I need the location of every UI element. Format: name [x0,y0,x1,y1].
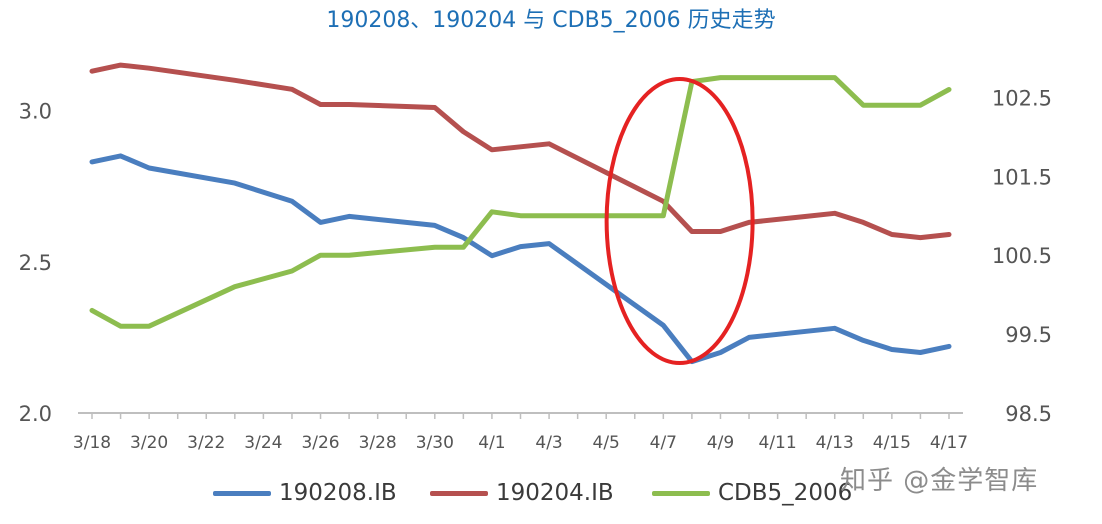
x-tick-label: 4/17 [930,433,968,453]
legend-swatch-190208 [213,490,271,496]
x-tick-label: 4/11 [759,433,797,453]
y-right-tick-label: 99.5 [1005,323,1052,347]
x-tick-label: 4/5 [593,433,620,453]
y-left-tick-label: 2.5 [19,251,52,275]
x-tick-label: 4/7 [650,433,677,453]
legend-item-190204: 190204.IB [430,480,614,506]
x-tick-label: 3/26 [301,433,339,453]
legend-item-cdb5-2006: CDB5_2006 [652,480,852,506]
legend-swatch-cdb5-2006 [652,490,710,496]
x-tick-label: 3/22 [187,433,225,453]
x-tick-label: 4/3 [535,433,562,453]
legend-item-190208: 190208.IB [213,480,397,506]
legend-label-190204: 190204.IB [496,480,614,506]
x-tick-label: 4/9 [707,433,734,453]
watermark: 知乎 @金学智库 [840,466,1039,496]
y-left-tick-label: 2.0 [19,402,52,426]
chart-title: 190208、190204 与 CDB5_2006 历史走势 [326,8,776,33]
series-line-190208 [89,153,952,365]
x-tick-label: 4/1 [478,433,505,453]
y-left-tick-label: 3.0 [19,100,52,124]
x-tick-label: 3/30 [416,433,454,453]
x-tick-label: 3/20 [130,433,168,453]
legend-label-cdb5-2006: CDB5_2006 [718,480,853,506]
series-line-190204 [89,62,952,241]
y-right-tick-label: 102.5 [992,86,1052,110]
legend-swatch-190204 [430,490,488,496]
annotation-ellipse [604,77,755,365]
x-tick-label: 3/24 [244,433,282,453]
y-right-tick-label: 100.5 [992,244,1052,268]
legend: 190208.IB 190204.IB CDB5_2006 [0,480,1102,516]
legend-label-190208: 190208.IB [279,480,397,506]
x-tick-label: 4/13 [816,433,854,453]
x-tick-label: 3/18 [73,433,111,453]
x-tick-label: 3/28 [359,433,397,453]
y-right-tick-label: 101.5 [992,165,1052,189]
x-tick-label: 4/15 [873,433,911,453]
series-line-cdb5-2006 [89,75,952,329]
y-right-tick-label: 98.5 [1005,402,1052,426]
